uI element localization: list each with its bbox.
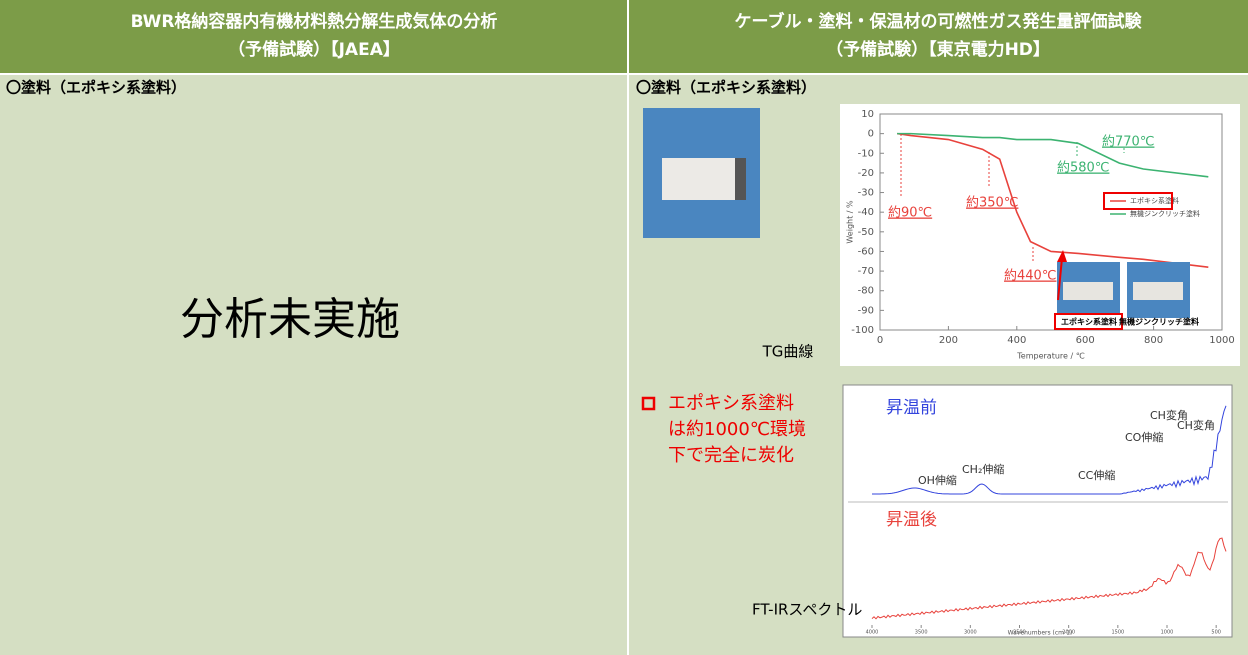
- arrow-head: [1057, 250, 1067, 262]
- x-tick-label: 1000: [1161, 630, 1174, 636]
- y-tick-label: -40: [858, 207, 874, 218]
- x-axis-label: Wavenumbers (cm-1): [1008, 630, 1073, 637]
- conclusion: 下で完全に炭化: [668, 445, 794, 466]
- x-tick-label: 2000: [1062, 630, 1075, 636]
- y-tick-label: -50: [858, 227, 874, 238]
- x-tick-label: 1500: [1111, 630, 1124, 636]
- inset-label: 無機ジンクリッチ塗料: [1119, 317, 1199, 327]
- x-tick-label: 3000: [964, 630, 977, 636]
- peak-label: CH変角: [1150, 408, 1188, 422]
- x-tick-label: 0: [877, 335, 883, 346]
- annotation: 約770℃: [1102, 135, 1154, 150]
- header-title: BWR格納容器内有機材料熱分解生成気体の分析: [131, 11, 498, 32]
- header-title: （予備試験）【JAEA】: [228, 39, 400, 60]
- peak-label: CO伸縮: [1125, 430, 1163, 444]
- series-line: [896, 132, 1209, 268]
- section-label: 〇塗料（エポキシ系塗料）: [636, 79, 816, 97]
- series-line: [897, 132, 1209, 178]
- x-tick-label: 3500: [915, 630, 928, 636]
- x-axis-label: Temperature / ℃: [1016, 352, 1084, 361]
- photo-sample: [662, 158, 746, 200]
- header-title: ケーブル・塗料・保温材の可燃性ガス発生量評価試験: [735, 11, 1143, 32]
- caption: TG曲線: [762, 343, 814, 361]
- annotation: 約580℃: [1057, 161, 1109, 176]
- legend-highlight: [1103, 192, 1173, 210]
- y-tick-label: -80: [858, 286, 874, 297]
- inset-label: エポキシ系塗料: [1061, 317, 1117, 327]
- bullet: [641, 396, 656, 411]
- annotation: 約440℃: [1004, 269, 1056, 284]
- conclusion: は約1000℃環境: [668, 419, 806, 440]
- x-tick-label: 4000: [866, 630, 879, 636]
- y-tick-label: -30: [858, 188, 874, 199]
- section-label: 〇塗料（エポキシ系塗料）: [6, 79, 186, 97]
- legend-label: 無機ジンクリッチ塗料: [1130, 209, 1200, 218]
- plot-frame: [879, 113, 1223, 331]
- header-bar: [0, 0, 1248, 74]
- y-tick-label: 10: [861, 109, 874, 120]
- annotation: 約90℃: [888, 206, 932, 221]
- x-tick-label: 2500: [1013, 630, 1026, 636]
- note: 分析未実施: [180, 294, 400, 345]
- header-title: （予備試験）【東京電力HD】: [826, 39, 1050, 60]
- x-tick-label: 500: [1211, 630, 1221, 636]
- annotation: 約350℃: [966, 196, 1018, 211]
- conclusion: エポキシ系塗料: [668, 392, 794, 414]
- x-tick-label: 1000: [1209, 335, 1234, 346]
- panel-label: 昇温前: [886, 398, 937, 418]
- y-tick-label: -70: [858, 266, 874, 277]
- y-tick-label: -90: [858, 305, 874, 316]
- inset-highlight: [1054, 313, 1123, 330]
- x-tick-label: 400: [1007, 335, 1026, 346]
- y-tick-label: -60: [858, 246, 874, 257]
- caption: FT-IRスペクトル: [752, 601, 862, 619]
- ftir-frame: [842, 384, 1233, 638]
- peak-label: OH伸縮: [918, 473, 957, 487]
- inset-sample: [1133, 282, 1183, 300]
- panel-label: 昇温後: [886, 510, 937, 530]
- y-tick-label: -10: [858, 148, 874, 159]
- x-tick-label: 200: [939, 335, 958, 346]
- y-tick-label: -20: [858, 168, 874, 179]
- y-tick-label: 0: [868, 129, 874, 140]
- peak-label: CH₂伸縮: [962, 462, 1004, 476]
- x-tick-label: 800: [1144, 335, 1163, 346]
- y-tick-label: -100: [851, 325, 874, 336]
- spectrum: [871, 405, 1227, 495]
- photo-sample: [735, 158, 746, 200]
- spectrum: [871, 537, 1227, 620]
- x-tick-label: 600: [1076, 335, 1095, 346]
- legend-label: エポキシ系塗料: [1130, 196, 1179, 205]
- inset-sample: [1063, 282, 1113, 300]
- y-axis-label: Weight / %: [846, 200, 855, 244]
- peak-label: CH変角: [1177, 418, 1215, 432]
- arrow: [1057, 257, 1063, 301]
- tg-chart-frame: [840, 104, 1240, 366]
- peak-label: CC伸縮: [1078, 468, 1115, 482]
